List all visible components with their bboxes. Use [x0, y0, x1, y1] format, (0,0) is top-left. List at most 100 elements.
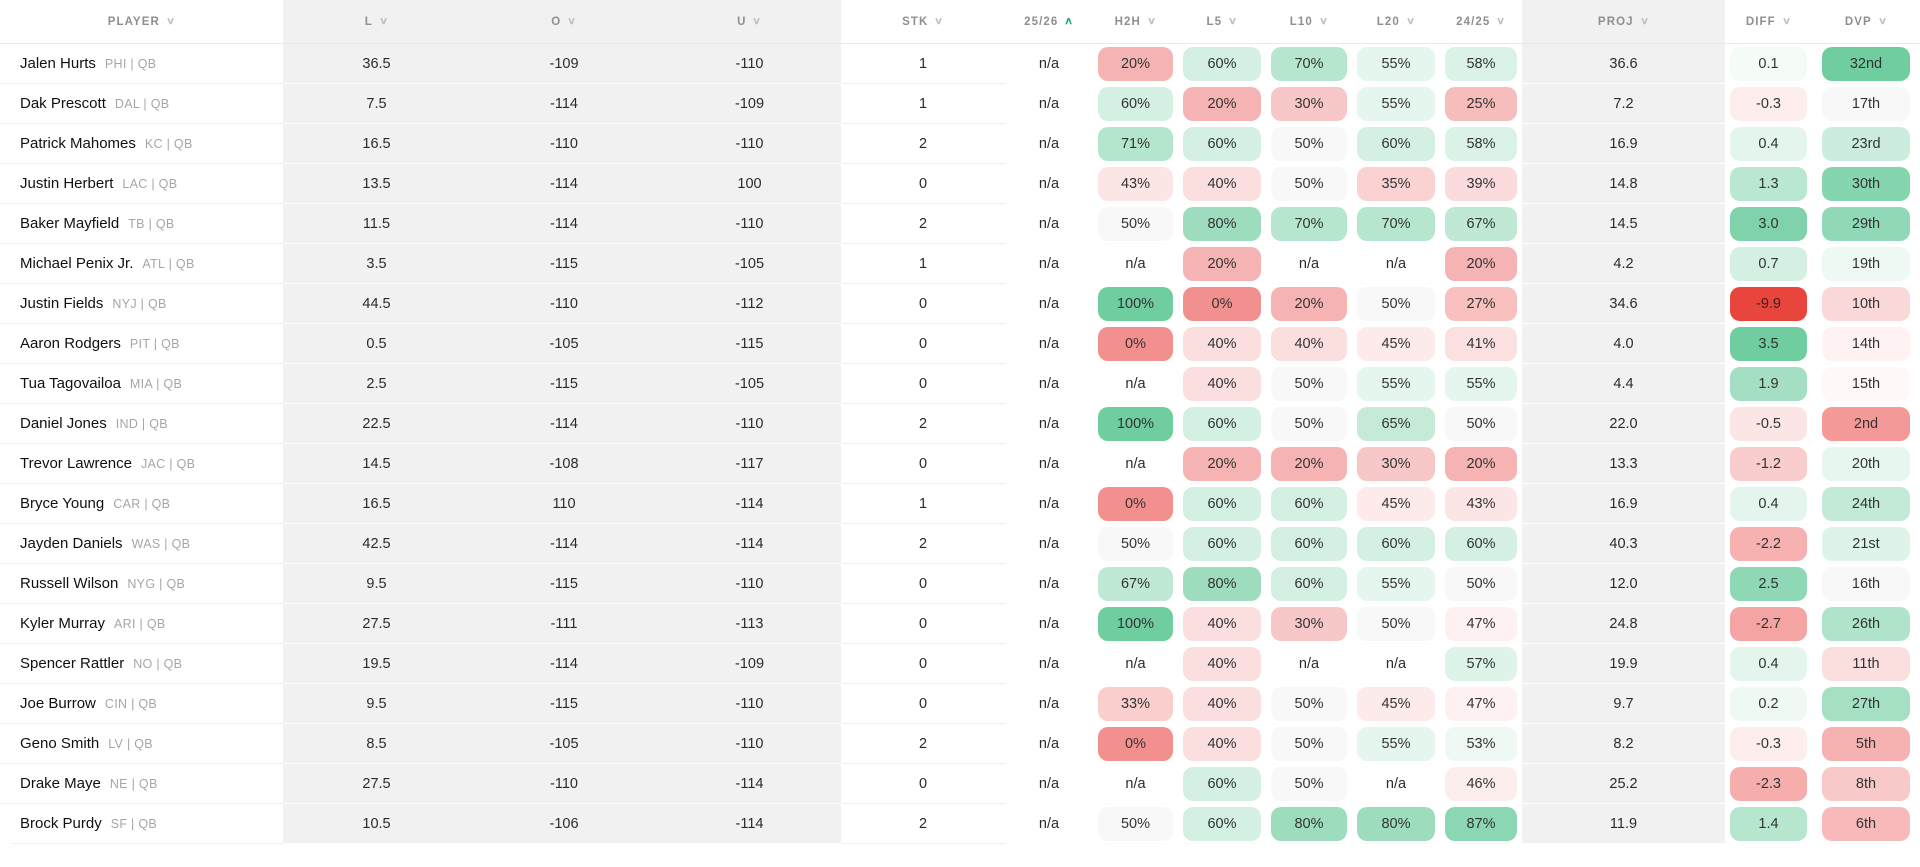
- player-name[interactable]: Aaron Rodgers: [20, 335, 121, 352]
- cell-player: Brock Purdy SF | QB: [0, 804, 283, 844]
- value-l: 9.5: [366, 695, 387, 712]
- sort-chevron-icon: ∨: [165, 15, 177, 27]
- table-row[interactable]: Russell Wilson NYG | QB 9.5 -115 -110 0 n/a 67%…: [0, 564, 1920, 604]
- column-header-l20[interactable]: L20 ∨: [1352, 0, 1440, 44]
- cell-player: Russell Wilson NYG | QB: [0, 564, 283, 604]
- column-header-s2425[interactable]: 24/25 ∨: [1440, 0, 1522, 44]
- table-row[interactable]: Daniel Jones IND | QB 22.5 -114 -110 2 n/a 100%…: [0, 404, 1920, 444]
- column-header-dvp[interactable]: DVP ∨: [1812, 0, 1920, 44]
- cell-dvp: 8th: [1812, 764, 1920, 804]
- player-name[interactable]: Russell Wilson: [20, 575, 119, 592]
- cell-diff: 3.5: [1725, 324, 1812, 364]
- player-name[interactable]: Drake Maye: [20, 775, 101, 792]
- cell-proj: 24.8: [1522, 604, 1725, 644]
- player-name[interactable]: Daniel Jones: [20, 415, 107, 432]
- player-name[interactable]: Baker Mayfield: [20, 215, 120, 232]
- cell-player: Bryce Young CAR | QB: [0, 484, 283, 524]
- column-header-o[interactable]: O ∨: [470, 0, 658, 44]
- column-header-proj[interactable]: PROJ ∨: [1522, 0, 1725, 44]
- value-stk: 1: [918, 95, 928, 112]
- value-proj: 4.4: [1613, 375, 1634, 392]
- table-row[interactable]: Trevor Lawrence JAC | QB 14.5 -108 -117 0 n/a n…: [0, 444, 1920, 484]
- cell-dvp: 20th: [1812, 444, 1920, 484]
- table-row[interactable]: Aaron Rodgers PIT | QB 0.5 -105 -115 0 n/a 0% 40…: [0, 324, 1920, 364]
- value-s2526: n/a: [1038, 775, 1060, 792]
- column-header-diff[interactable]: DIFF ∨: [1725, 0, 1812, 44]
- column-header-l[interactable]: L ∨: [283, 0, 470, 44]
- column-header-u[interactable]: U ∨: [658, 0, 841, 44]
- value-chip-dvp: 29th: [1822, 206, 1910, 241]
- cell-diff: 3.0: [1725, 204, 1812, 244]
- table-row[interactable]: Spencer Rattler NO | QB 19.5 -114 -109 0 n/a n/…: [0, 644, 1920, 684]
- player-name[interactable]: Michael Penix Jr.: [20, 255, 134, 272]
- table-row[interactable]: Patrick Mahomes KC | QB 16.5 -110 -110 2 n/a 71…: [0, 124, 1920, 164]
- cell-s2526: n/a: [1005, 244, 1093, 284]
- column-header-l5[interactable]: L5 ∨: [1178, 0, 1266, 44]
- cell-proj: 4.0: [1522, 324, 1725, 364]
- value-chip-s2425: 87%: [1445, 806, 1517, 841]
- cell-proj: 19.9: [1522, 644, 1725, 684]
- table-row[interactable]: Justin Fields NYJ | QB 44.5 -110 -112 0 n/a 100…: [0, 284, 1920, 324]
- player-name[interactable]: Dak Prescott: [20, 95, 106, 112]
- player-name[interactable]: Trevor Lawrence: [20, 455, 132, 472]
- column-header-player[interactable]: PLAYER ∨: [0, 0, 283, 44]
- player-name[interactable]: Patrick Mahomes: [20, 135, 136, 152]
- value-chip-s2425: 39%: [1445, 166, 1517, 201]
- table-row[interactable]: Bryce Young CAR | QB 16.5 110 -114 1 n/a 0% 60% 6…: [0, 484, 1920, 524]
- value-chip-diff: -2.2: [1730, 526, 1807, 561]
- player-name[interactable]: Spencer Rattler: [20, 655, 125, 672]
- value-chip-diff: 0.2: [1730, 686, 1807, 721]
- table-row[interactable]: Joe Burrow CIN | QB 9.5 -115 -110 0 n/a 33% 40% 5…: [0, 684, 1920, 724]
- cell-proj: 4.2: [1522, 244, 1725, 284]
- cell-stk: 1: [841, 244, 1005, 284]
- player-name[interactable]: Geno Smith: [20, 735, 100, 752]
- player-name[interactable]: Jalen Hurts: [20, 55, 96, 72]
- table-row[interactable]: Justin Herbert LAC | QB 13.5 -114 100 0 n/a 43%…: [0, 164, 1920, 204]
- table-row[interactable]: Jayden Daniels WAS | QB 42.5 -114 -114 2 n/a 50…: [0, 524, 1920, 564]
- value-chip-diff: 3.5: [1730, 326, 1807, 361]
- cell-l: 27.5: [283, 604, 470, 644]
- player-name[interactable]: Jayden Daniels: [20, 535, 123, 552]
- player-name[interactable]: Bryce Young: [20, 495, 105, 512]
- cell-s2425: 39%: [1440, 164, 1522, 204]
- value-chip-s2425: 60%: [1445, 526, 1517, 561]
- cell-o: -114: [470, 84, 658, 124]
- value-chip-diff: -9.9: [1730, 286, 1807, 321]
- table-row[interactable]: Michael Penix Jr. ATL | QB 3.5 -115 -105 1 n/a…: [0, 244, 1920, 284]
- cell-o: -115: [470, 244, 658, 284]
- player-name[interactable]: Justin Fields: [20, 295, 104, 312]
- table-row[interactable]: Kyler Murray ARI | QB 27.5 -111 -113 0 n/a 100%…: [0, 604, 1920, 644]
- table-row[interactable]: Brock Purdy SF | QB 10.5 -106 -114 2 n/a 50% 60%…: [0, 804, 1920, 844]
- player-name[interactable]: Tua Tagovailoa: [20, 375, 121, 392]
- value-proj: 16.9: [1609, 135, 1638, 152]
- value-chip-l10: 70%: [1271, 206, 1347, 241]
- sort-chevron-icon: ∨: [1318, 15, 1330, 27]
- value-proj: 4.2: [1613, 255, 1634, 272]
- value-chip-l10: 50%: [1271, 126, 1347, 161]
- column-header-h2h[interactable]: H2H ∨: [1093, 0, 1178, 44]
- cell-l5: 40%: [1178, 164, 1266, 204]
- value-proj: 36.6: [1609, 55, 1638, 72]
- player-name[interactable]: Brock Purdy: [20, 815, 102, 832]
- value-chip-diff: 0.1: [1730, 46, 1807, 81]
- cell-o: -109: [470, 44, 658, 84]
- cell-l20: 50%: [1352, 284, 1440, 324]
- player-name[interactable]: Kyler Murray: [20, 615, 106, 632]
- sort-ascending-icon: ∧: [1064, 15, 1075, 27]
- player-name[interactable]: Justin Herbert: [20, 175, 114, 192]
- column-header-s2526[interactable]: 25/26 ∧: [1005, 0, 1093, 44]
- table-row[interactable]: Baker Mayfield TB | QB 11.5 -114 -110 2 n/a 50%…: [0, 204, 1920, 244]
- value-u: -105: [734, 375, 765, 392]
- table-row[interactable]: Dak Prescott DAL | QB 7.5 -114 -109 1 n/a 60% 20…: [0, 84, 1920, 124]
- cell-s2526: n/a: [1005, 164, 1093, 204]
- table-row[interactable]: Drake Maye NE | QB 27.5 -110 -114 0 n/a n/a 60% 5…: [0, 764, 1920, 804]
- column-header-l10[interactable]: L10 ∨: [1266, 0, 1352, 44]
- table-row[interactable]: Tua Tagovailoa MIA | QB 2.5 -115 -105 0 n/a n/a…: [0, 364, 1920, 404]
- cell-o: -110: [470, 764, 658, 804]
- table-row[interactable]: Jalen Hurts PHI | QB 36.5 -109 -110 1 n/a 20% 60…: [0, 44, 1920, 84]
- cell-u: -113: [658, 604, 841, 644]
- value-stk: 1: [918, 55, 928, 72]
- player-name[interactable]: Joe Burrow: [20, 695, 96, 712]
- table-row[interactable]: Geno Smith LV | QB 8.5 -105 -110 2 n/a 0% 40% 50%…: [0, 724, 1920, 764]
- column-header-stk[interactable]: STK ∨: [841, 0, 1005, 44]
